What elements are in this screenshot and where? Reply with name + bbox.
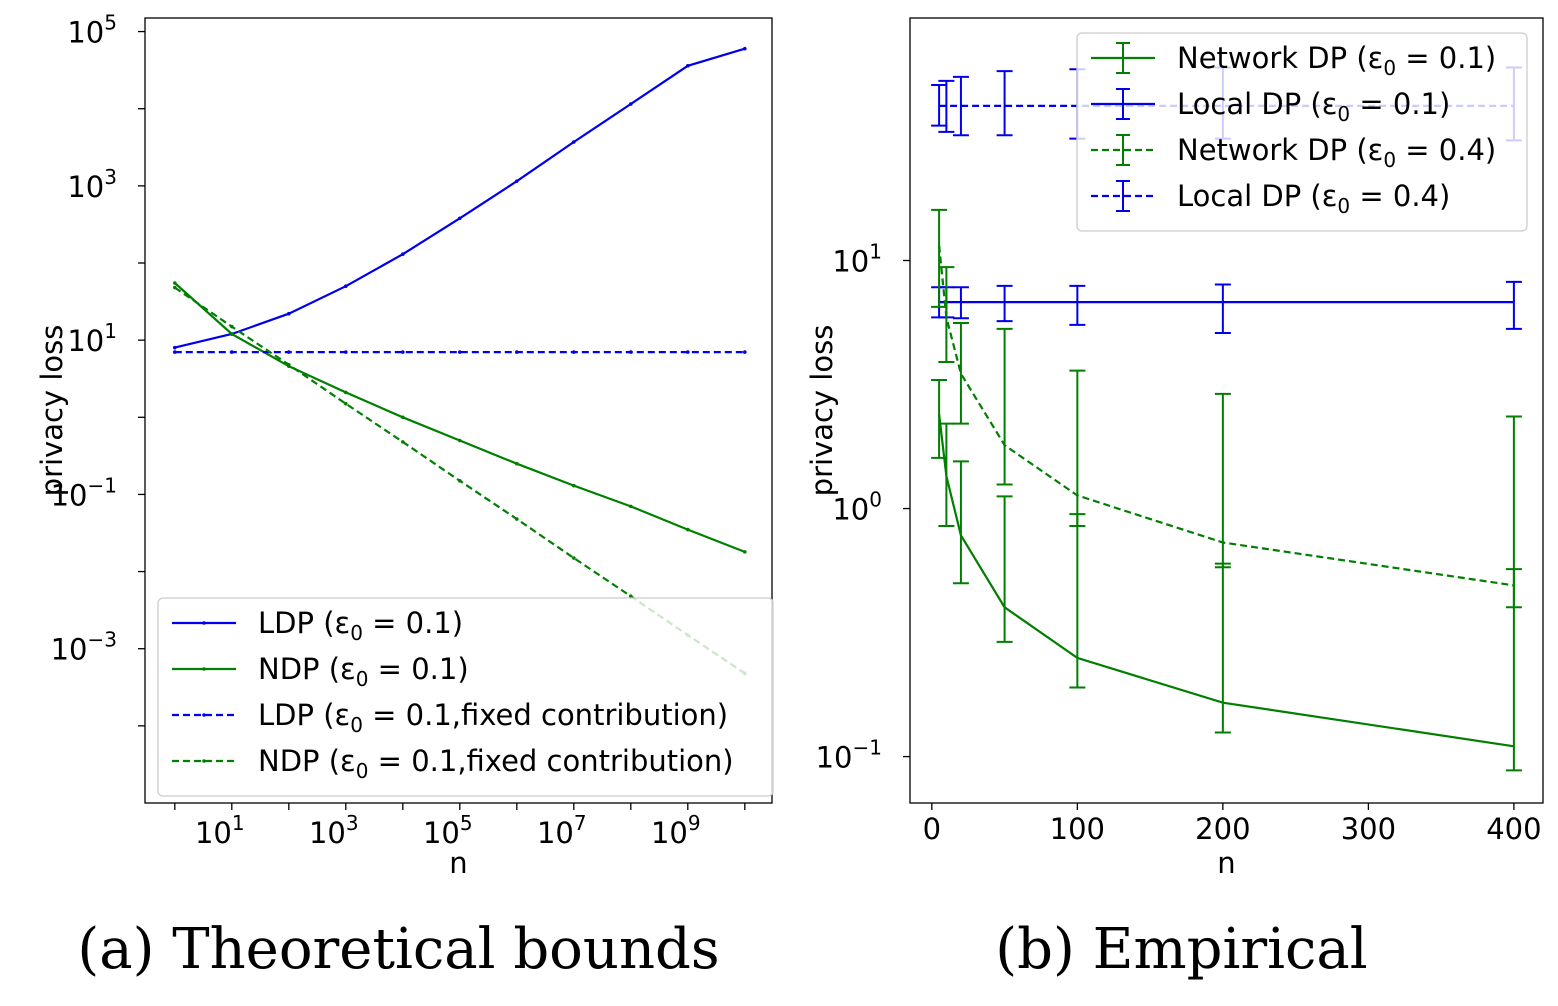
y-tick-label: 105: [67, 11, 117, 50]
data-point: [344, 401, 348, 406]
legend-marker: [202, 759, 206, 763]
y-tick-label: 10−3: [51, 628, 117, 667]
data-point: [515, 179, 519, 183]
data-point: [686, 350, 690, 354]
series-1: [173, 46, 747, 350]
data-point: [572, 350, 576, 354]
legend-label: Local DP (ε0 = 0.1): [1177, 87, 1450, 126]
data-point: [572, 483, 576, 488]
series-2: [931, 280, 1522, 335]
data-point: [743, 46, 747, 51]
data-point: [629, 594, 633, 598]
data-point: [173, 350, 177, 354]
data-point: [515, 517, 519, 521]
data-point: [401, 415, 405, 420]
legend-label: LDP (ε0 = 0.1,fixed contribution): [258, 698, 728, 737]
chart-panel-2: 0 100 200 300 400 10−1 100 101 n privacy loss Netw…: [805, 17, 1544, 982]
legend-label: NDP (ε0 = 0.1): [258, 652, 469, 691]
legend-label: Network DP (ε0 = 0.1): [1177, 41, 1496, 80]
data-point: [458, 216, 462, 221]
legend-box: [157, 597, 774, 797]
data-point: [686, 64, 690, 68]
data-point: [515, 461, 519, 466]
data-point: [287, 311, 291, 316]
series-line: [174, 47, 746, 349]
data-point: [230, 350, 234, 354]
data-point: [401, 440, 405, 444]
legend: Network DP (ε0 = 0.1) Local DP (ε0 = 0.1)…: [1076, 32, 1528, 232]
y-tick-label: 10−1: [51, 473, 117, 512]
legend-marker: [202, 667, 206, 671]
data-point: [686, 527, 690, 532]
x-tick-label: 200: [1195, 812, 1250, 846]
y-tick-label: 101: [67, 319, 117, 358]
data-point: [629, 350, 633, 354]
series-1: [931, 378, 1522, 772]
plot-area: [931, 66, 1522, 772]
plot-frame: [144, 17, 773, 804]
panel-caption: (b) Empirical: [995, 917, 1367, 982]
x-tick-label: 300: [1341, 812, 1396, 846]
data-point: [629, 102, 633, 106]
series-line: [938, 245, 1515, 587]
x-tick-label: 0: [923, 812, 941, 846]
legend-marker: [202, 713, 206, 717]
y-tick-label: 10−1: [816, 736, 882, 775]
data-point: [401, 252, 405, 257]
x-tick-label: 400: [1486, 812, 1541, 846]
data-point: [173, 345, 177, 350]
data-point: [173, 285, 177, 290]
data-point: [401, 350, 405, 354]
data-point: [743, 550, 747, 554]
series-3: [173, 350, 747, 354]
data-point: [344, 350, 348, 354]
data-point: [572, 140, 576, 144]
data-point: [515, 350, 519, 354]
data-point: [458, 479, 462, 483]
y-tick-label: 101: [832, 240, 882, 279]
plot-area: [173, 46, 747, 676]
data-point: [287, 350, 291, 354]
legend-label: Local DP (ε0 = 0.4): [1177, 179, 1450, 218]
y-axis-label: privacy loss: [35, 325, 69, 497]
data-point: [287, 362, 291, 367]
data-point: [743, 350, 747, 354]
x-tick-label: 100: [1050, 812, 1105, 846]
x-tick-label: 101: [195, 811, 245, 850]
chart-panel-1: 101 103 105 107 10910−310−1101103105nprivacy…: [35, 11, 774, 982]
legend: LDP (ε0 = 0.1) NDP (ε0 = 0.1) LDP (ε0 = 0.…: [157, 597, 774, 797]
data-point: [344, 284, 348, 289]
data-point: [230, 324, 234, 329]
legend-label: NDP (ε0 = 0.1,fixed contribution): [258, 744, 734, 783]
data-point: [458, 350, 462, 354]
legend-label: LDP (ε0 = 0.1): [258, 606, 463, 645]
legend-marker: [202, 621, 206, 625]
data-point: [173, 281, 177, 285]
panel-caption: (a) Theoretical bounds: [77, 917, 719, 982]
x-tick-label: 103: [309, 811, 359, 850]
x-tick-label: 109: [651, 811, 701, 850]
data-point: [344, 390, 348, 395]
series-line: [938, 414, 1515, 748]
data-point: [458, 438, 462, 443]
legend-label: Network DP (ε0 = 0.4): [1177, 133, 1496, 172]
x-axis-label: n: [1217, 846, 1235, 880]
data-point: [230, 332, 234, 336]
series-2: [173, 281, 747, 554]
y-tick-label: 100: [832, 488, 882, 527]
plot-frame: [909, 17, 1544, 804]
data-point: [629, 504, 633, 509]
x-axis-label: n: [449, 846, 467, 880]
x-tick-label: 107: [537, 811, 587, 850]
y-axis-label: privacy loss: [805, 325, 839, 497]
data-point: [572, 556, 576, 560]
y-tick-label: 103: [67, 165, 117, 204]
x-tick-label: 105: [423, 811, 473, 850]
series-3: [931, 208, 1522, 609]
legend-box: [1076, 32, 1528, 232]
